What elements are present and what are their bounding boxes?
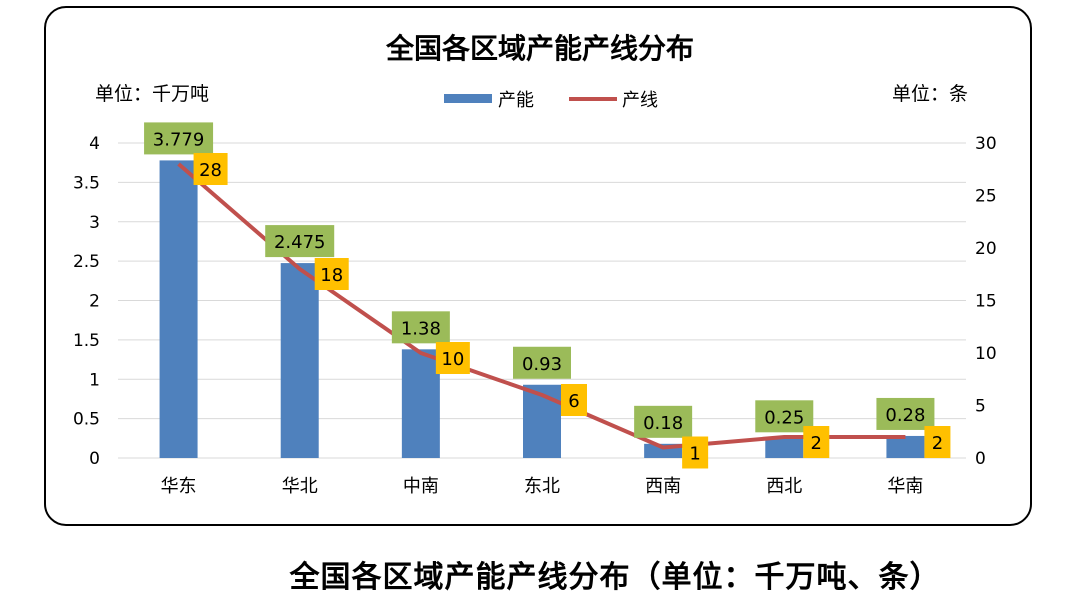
y-left-tick-label: 0 (89, 449, 100, 469)
bar (159, 160, 198, 458)
line-data-label: 2 (811, 433, 822, 454)
chart-caption: 全国各区域产能产线分布（单位：千万吨、条） (289, 560, 941, 595)
x-tick-label: 华南 (887, 476, 923, 497)
line-data-label: 10 (441, 349, 464, 370)
bar-data-label-box (634, 405, 693, 438)
y-left-tick-label: 4 (89, 134, 100, 154)
x-tick-label: 东北 (524, 476, 560, 497)
line-data-label-box (193, 153, 228, 185)
y-left-tick-label: 1.5 (73, 331, 100, 351)
x-tick-label: 西南 (645, 476, 681, 497)
line-data-label: 6 (568, 391, 579, 412)
bar-data-label: 1.38 (401, 318, 441, 339)
y-right-tick-label: 30 (975, 134, 997, 154)
line-data-label-box (314, 258, 349, 290)
bar-data-label-box (513, 346, 571, 379)
y-right-tick-label: 15 (975, 292, 997, 312)
line-series-产线 (177, 162, 906, 450)
line-data-label: 28 (199, 160, 222, 181)
x-tick-label: 西北 (766, 476, 802, 497)
line-data-label-box (803, 426, 830, 458)
right-axis-unit: 单位：条 (892, 83, 968, 105)
x-tick-label: 中南 (403, 476, 439, 497)
bar-data-label: 2.475 (274, 232, 326, 253)
legend-swatch-bar (444, 94, 492, 103)
chart-title: 全国各区域产能产线分布 (385, 32, 694, 65)
left-axis-unit: 单位：千万吨 (95, 83, 209, 105)
bar-data-label-box (144, 122, 214, 155)
bar-data-label-box (391, 311, 450, 344)
y-left-tick-label: 3 (89, 213, 100, 233)
line-data-label: 1 (689, 444, 700, 465)
bar-data-label-box (265, 225, 335, 258)
line-data-label-box (682, 436, 709, 469)
line-data-label-box (435, 342, 470, 374)
x-tick-label: 华东 (161, 476, 197, 497)
line-data-label-box (561, 384, 587, 416)
bar-data-label: 0.93 (522, 354, 562, 375)
y-right-tick-label: 10 (975, 344, 997, 364)
bar-data-label: 0.18 (643, 413, 683, 434)
bar (280, 263, 319, 458)
legend-label-line: 产线 (622, 90, 658, 111)
y-right-tick-label: 25 (975, 187, 997, 207)
line-data-label: 2 (932, 433, 943, 454)
y-left-tick-label: 3.5 (73, 173, 100, 193)
y-right-tick-label: 5 (975, 397, 986, 417)
y-left-tick-label: 2.5 (73, 252, 100, 272)
bar-data-label: 3.779 (153, 129, 205, 150)
y-left-tick-label: 1 (89, 370, 100, 390)
bar-data-label: 0.25 (764, 407, 804, 428)
bar (765, 438, 804, 458)
x-tick-label: 华北 (282, 476, 318, 497)
bar (401, 349, 440, 458)
bar (886, 435, 925, 458)
y-right-tick-label: 0 (975, 449, 986, 469)
y-right-tick-label: 20 (975, 239, 997, 259)
bar-data-label: 0.28 (885, 405, 925, 426)
bar-data-label-box (876, 397, 935, 430)
line-data-label-box (924, 426, 951, 458)
y-left-tick-label: 0.5 (73, 410, 100, 430)
y-left-tick-label: 2 (89, 292, 100, 312)
line-data-label: 18 (320, 265, 343, 286)
legend-label-bar: 产能 (498, 90, 534, 111)
